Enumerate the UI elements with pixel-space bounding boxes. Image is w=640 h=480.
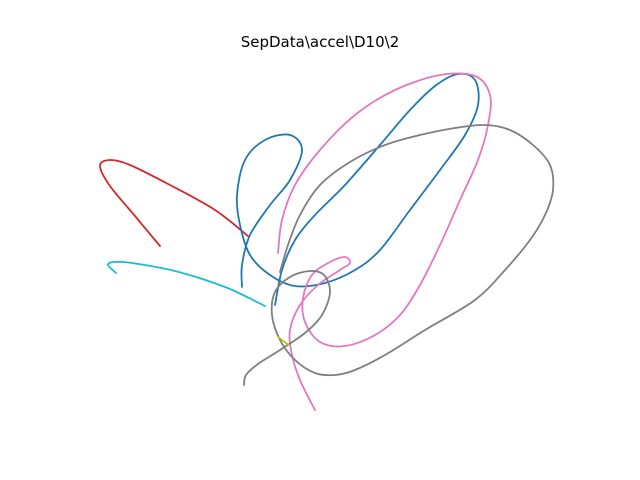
chart-title: SepData\accel\D10\2 xyxy=(240,33,400,51)
series-line-5 xyxy=(243,124,555,386)
series-line-2 xyxy=(107,260,266,307)
series-line-4 xyxy=(277,72,492,411)
series-line-3 xyxy=(235,72,480,306)
series-line-6 xyxy=(277,336,290,346)
series-layer xyxy=(99,72,555,411)
series-line-1 xyxy=(99,159,249,247)
